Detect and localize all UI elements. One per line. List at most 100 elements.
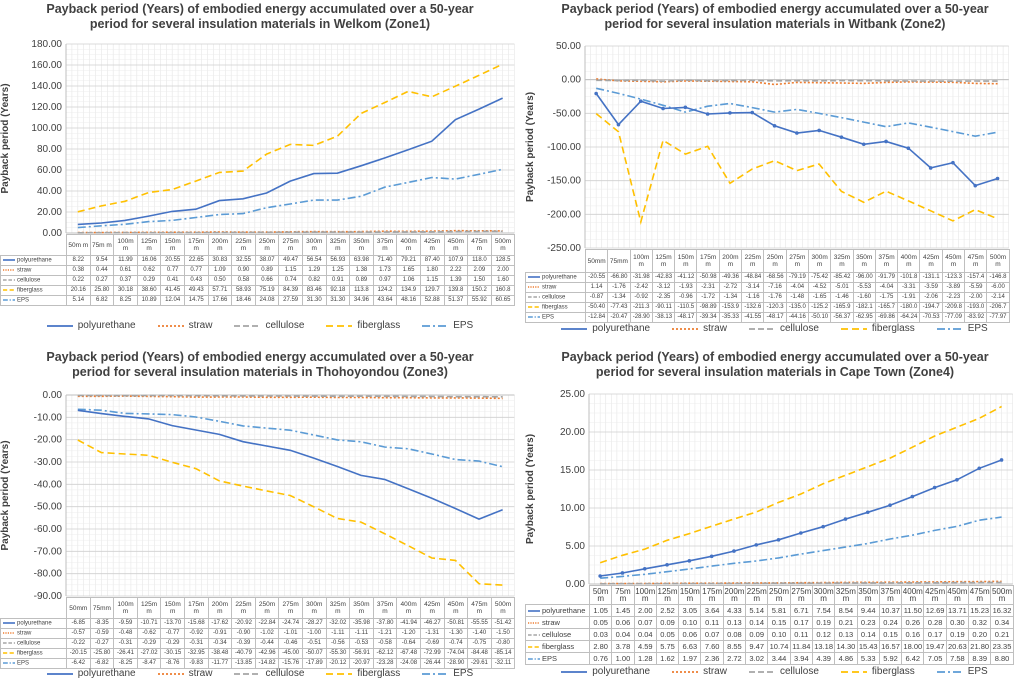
table-cell: -0.96 — [674, 292, 698, 303]
table-cell: -83.92 — [964, 312, 988, 323]
table-cell: -28.90 — [443, 658, 469, 669]
table-cell: -0.29 — [160, 638, 185, 649]
table-cell: 6.42 — [901, 652, 925, 665]
legend-item-cellulose: cellulose — [234, 320, 304, 331]
y-tick-label: -20.00 — [34, 435, 63, 446]
series-line-fiberglass — [77, 63, 503, 213]
table-cell: 124.2 — [372, 285, 398, 296]
y-tick-label: 60.00 — [37, 165, 62, 176]
table-cell: 75.19 — [254, 285, 280, 296]
table-cell: -7.16 — [763, 282, 787, 293]
table-cell: -0.75 — [467, 638, 492, 649]
table-cell: 4.33 — [722, 604, 747, 617]
table-cell: -120.3 — [763, 302, 787, 313]
series-name: cellulose — [17, 640, 41, 647]
table-cell: 8.80 — [990, 652, 1014, 665]
x-category-label: 50m m — [588, 585, 613, 605]
x-category-label: 275m m — [785, 249, 809, 273]
table-cell: 20.63 — [945, 640, 970, 653]
table-cell: 0.12 — [811, 628, 836, 641]
table-cell: 15.23 — [968, 604, 992, 617]
y-tick-label: 40.00 — [37, 186, 62, 197]
table-cell: 10.89 — [136, 295, 162, 306]
table-cell: -23.28 — [372, 658, 398, 669]
y-tick-label: 25.00 — [560, 389, 585, 400]
legend-label: polyurethane — [77, 320, 136, 331]
table-cell: 0.10 — [678, 616, 702, 629]
table-cell: -6.00 — [986, 282, 1010, 293]
table-cell: -0.46 — [278, 638, 303, 649]
table-cell: 31.30 — [301, 295, 327, 306]
table-cell: 0.21 — [990, 628, 1014, 641]
table-cell: -30.15 — [160, 648, 185, 659]
table-cell: -4.04 — [785, 282, 809, 293]
x-category-label: 225m m — [231, 234, 256, 256]
legend-label: straw — [703, 323, 727, 334]
table-cell: 9.54 — [89, 255, 115, 266]
x-category-label: 275m m — [278, 234, 303, 256]
series-line-EPS — [77, 408, 503, 468]
series-line-fiberglass — [595, 112, 998, 226]
point-polyurethane — [955, 478, 959, 482]
table-cell: 0.10 — [767, 628, 791, 641]
table-cell: -77.43 — [607, 302, 631, 313]
table-cell: -1.11 — [325, 628, 351, 639]
legend-label: straw — [703, 666, 727, 677]
series-name: EPS — [17, 660, 30, 667]
table-cell: 0.08 — [722, 628, 747, 641]
table-cell: -50.81 — [443, 618, 469, 629]
table-cell: 30.18 — [113, 285, 138, 296]
y-tick-label: 15.00 — [560, 465, 585, 476]
table-row-cellulose: cellulose 0.22 0.27 0.37 0.29 0.41 0.43 0.50 0.5… — [0, 275, 516, 286]
table-cell: 1.45 — [611, 604, 635, 617]
table-cell: 0.61 — [113, 265, 138, 276]
table-cell: -0.62 — [136, 628, 162, 639]
table-cell: 12.04 — [160, 295, 185, 306]
legend-item-fiberglass: fiberglass — [840, 323, 915, 334]
table-cell: -4.04 — [874, 282, 899, 293]
table-cell: -3.12 — [651, 282, 676, 293]
point-polyurethane — [888, 503, 892, 507]
table-cell: -1.76 — [763, 292, 787, 303]
table-cell: -44.16 — [785, 312, 809, 323]
legend: polyurethane straw cellulose fiberglass EPS — [0, 668, 520, 679]
table-cell: -35.98 — [349, 618, 374, 629]
table-cell: 0.05 — [588, 616, 613, 629]
y-tick-label: 20.00 — [37, 207, 62, 218]
table-cell: -20.47 — [607, 312, 631, 323]
point-polyurethane — [661, 106, 665, 111]
legend-item-EPS: EPS — [936, 323, 988, 334]
table-row-fiberglass: fiberglass 2.80 3.78 4.59 5.75 6.63 7.60 8.55 9.… — [525, 640, 1014, 653]
table-cell: 2.00 — [633, 604, 657, 617]
table-cell: -193.0 — [964, 302, 988, 313]
table-cell: 58.93 — [231, 285, 256, 296]
table-cell: -35.33 — [718, 312, 743, 323]
legend-label: fiberglass — [357, 320, 401, 331]
y-tick-label: 10.00 — [560, 503, 585, 514]
table-cell: 92.18 — [325, 285, 351, 296]
table-cell: -0.31 — [113, 638, 138, 649]
table-cell: -0.92 — [629, 292, 653, 303]
table-cell: -25.80 — [89, 648, 115, 659]
legend-label: EPS — [967, 666, 988, 677]
series-name: fiberglass — [542, 641, 575, 651]
table-cell: -1.48 — [785, 292, 809, 303]
table-cell: 38.07 — [254, 255, 280, 266]
legend-label: polyurethane — [592, 666, 651, 677]
point-polyurethane — [683, 105, 688, 110]
table-cell: 56.93 — [325, 255, 351, 266]
y-tick-label: 0.00 — [43, 390, 63, 401]
legend-item-polyurethane: polyurethane — [561, 323, 650, 334]
table-cell: 0.26 — [901, 616, 925, 629]
table-cell: 31.30 — [325, 295, 351, 306]
x-category-label: 200m m — [207, 234, 233, 256]
table-cell: 107.9 — [443, 255, 469, 266]
table-cell: -9.59 — [113, 618, 138, 629]
table-cell: 8.39 — [968, 652, 992, 665]
series-name: EPS — [542, 653, 558, 663]
point-polyurethane — [709, 554, 714, 559]
table-cell: 0.04 — [633, 628, 657, 641]
table-cell: 11.99 — [113, 255, 138, 266]
table-cell: 2.22 — [443, 265, 469, 276]
x-category-label: 500m m — [490, 234, 516, 256]
